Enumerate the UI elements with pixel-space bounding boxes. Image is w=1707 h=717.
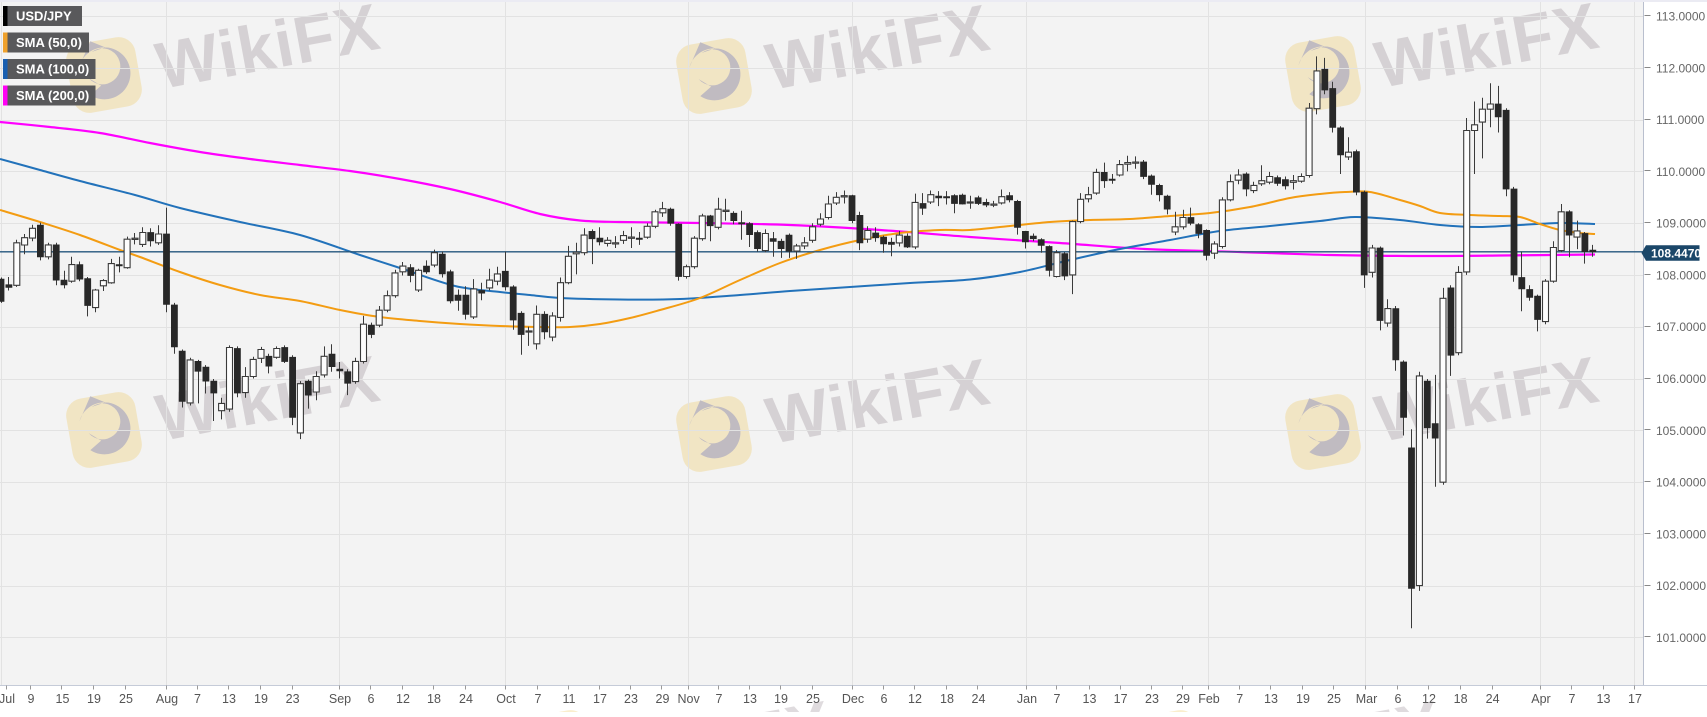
- svg-text:25: 25: [806, 692, 820, 706]
- svg-text:29: 29: [1176, 692, 1190, 706]
- svg-text:24: 24: [972, 692, 986, 706]
- svg-text:102.0000: 102.0000: [1656, 579, 1706, 593]
- svg-text:SMA (100,0): SMA (100,0): [16, 62, 89, 77]
- svg-text:24: 24: [1486, 692, 1500, 706]
- svg-text:13: 13: [1083, 692, 1097, 706]
- svg-text:7: 7: [194, 692, 201, 706]
- svg-text:109.0000: 109.0000: [1656, 217, 1706, 231]
- svg-text:17: 17: [1628, 692, 1642, 706]
- svg-text:Feb: Feb: [1198, 692, 1220, 706]
- svg-text:Jul: Jul: [0, 692, 15, 706]
- svg-text:Jan: Jan: [1017, 692, 1037, 706]
- svg-text:13: 13: [743, 692, 757, 706]
- svg-text:23: 23: [624, 692, 638, 706]
- svg-text:9: 9: [28, 692, 35, 706]
- svg-text:Oct: Oct: [496, 692, 516, 706]
- svg-text:18: 18: [1454, 692, 1468, 706]
- svg-text:19: 19: [774, 692, 788, 706]
- svg-text:Aug: Aug: [156, 692, 178, 706]
- svg-text:24: 24: [459, 692, 473, 706]
- svg-text:18: 18: [427, 692, 441, 706]
- svg-text:13: 13: [1264, 692, 1278, 706]
- svg-text:12: 12: [908, 692, 922, 706]
- svg-text:7: 7: [1569, 692, 1576, 706]
- svg-text:104.0000: 104.0000: [1656, 476, 1706, 490]
- svg-text:23: 23: [286, 692, 300, 706]
- svg-text:Apr: Apr: [1531, 692, 1550, 706]
- svg-text:17: 17: [593, 692, 607, 706]
- svg-text:18: 18: [940, 692, 954, 706]
- svg-text:12: 12: [1422, 692, 1436, 706]
- svg-text:15: 15: [56, 692, 70, 706]
- svg-text:108.0000: 108.0000: [1656, 268, 1706, 282]
- svg-text:112.0000: 112.0000: [1656, 61, 1705, 75]
- svg-text:19: 19: [1296, 692, 1310, 706]
- svg-text:19: 19: [87, 692, 101, 706]
- svg-text:SMA (200,0): SMA (200,0): [16, 88, 89, 103]
- svg-text:23: 23: [1145, 692, 1159, 706]
- svg-text:110.0000: 110.0000: [1656, 165, 1705, 179]
- svg-text:108.4470: 108.4470: [1651, 246, 1701, 260]
- svg-text:7: 7: [1236, 692, 1243, 706]
- svg-text:111.0000: 111.0000: [1656, 113, 1705, 127]
- svg-text:6: 6: [368, 692, 375, 706]
- svg-text:107.0000: 107.0000: [1656, 320, 1706, 334]
- svg-text:SMA (50,0): SMA (50,0): [16, 35, 82, 50]
- svg-text:105.0000: 105.0000: [1656, 424, 1706, 438]
- svg-text:29: 29: [656, 692, 670, 706]
- svg-text:6: 6: [881, 692, 888, 706]
- svg-text:106.0000: 106.0000: [1656, 372, 1706, 386]
- svg-text:USD/JPY: USD/JPY: [16, 9, 72, 24]
- svg-text:19: 19: [254, 692, 268, 706]
- svg-text:Mar: Mar: [1356, 692, 1378, 706]
- svg-text:13: 13: [1597, 692, 1611, 706]
- svg-text:103.0000: 103.0000: [1656, 527, 1706, 541]
- svg-text:12: 12: [396, 692, 410, 706]
- svg-text:6: 6: [1395, 692, 1402, 706]
- svg-text:7: 7: [716, 692, 723, 706]
- svg-text:13: 13: [222, 692, 236, 706]
- svg-text:Nov: Nov: [677, 692, 700, 706]
- svg-text:25: 25: [119, 692, 133, 706]
- svg-text:101.0000: 101.0000: [1656, 631, 1706, 645]
- svg-text:25: 25: [1327, 692, 1341, 706]
- svg-text:113.0000: 113.0000: [1656, 10, 1705, 24]
- svg-text:17: 17: [1114, 692, 1128, 706]
- svg-text:Sep: Sep: [329, 692, 351, 706]
- svg-text:7: 7: [1054, 692, 1061, 706]
- svg-text:11: 11: [563, 692, 576, 706]
- svg-text:7: 7: [535, 692, 542, 706]
- svg-text:Dec: Dec: [842, 692, 864, 706]
